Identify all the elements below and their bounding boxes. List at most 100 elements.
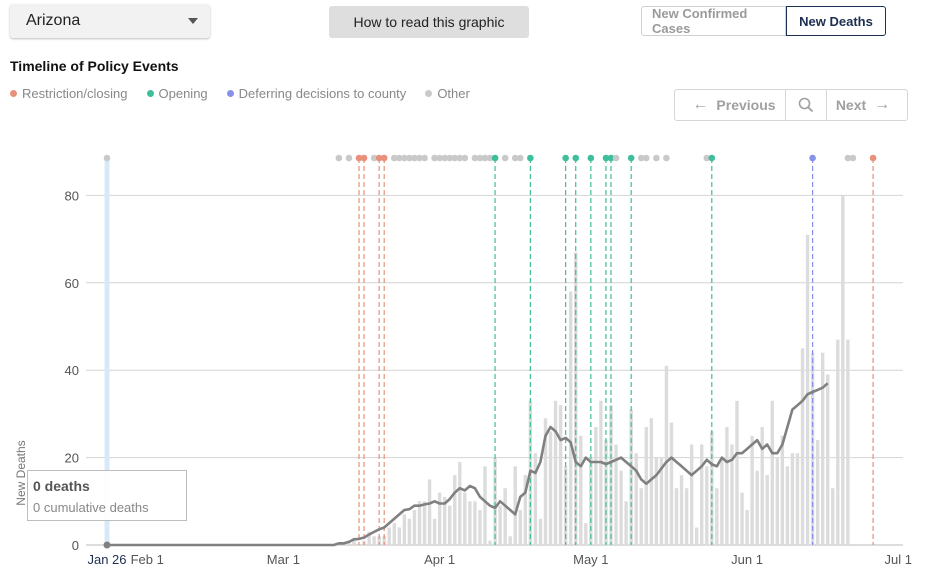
search-button[interactable] xyxy=(786,90,827,120)
x-tick-label: Jan 26 xyxy=(87,552,126,567)
y-tick-label-40: 40 xyxy=(65,363,79,378)
bar xyxy=(458,461,462,545)
y-axis-ticks: 0 20 40 60 80 xyxy=(65,188,79,553)
bar xyxy=(634,453,638,545)
x-axis-ticks: Feb 1 Mar 1 Apr 1 May 1 Jun 1 Jul 1 Jan 26 xyxy=(85,551,912,569)
event-dot-other xyxy=(390,154,398,162)
bar xyxy=(548,431,553,545)
bar xyxy=(846,339,850,545)
event-dot-other xyxy=(501,154,509,162)
bar xyxy=(473,501,477,545)
bar xyxy=(518,510,522,545)
date-highlight xyxy=(104,158,110,545)
event-dot-other xyxy=(849,154,857,162)
event-dot-other xyxy=(481,154,489,162)
bar xyxy=(820,352,825,545)
bar xyxy=(740,492,744,545)
event-dot-other xyxy=(486,154,494,162)
hover-tooltip: 0 deaths 0 cumulative deaths xyxy=(27,470,187,521)
bar xyxy=(498,505,502,545)
bar xyxy=(407,518,412,545)
next-label: Next xyxy=(835,97,867,113)
bar xyxy=(483,466,487,545)
event-dot-other xyxy=(451,154,459,162)
bar xyxy=(815,440,820,545)
event-dot-other xyxy=(663,154,670,162)
bar xyxy=(639,488,643,545)
bar xyxy=(463,492,467,545)
bar xyxy=(538,518,543,545)
bar xyxy=(478,510,482,545)
highlight-point xyxy=(103,541,111,549)
legend-label-opening: Opening xyxy=(158,86,208,101)
how-to-read-button[interactable]: How to read this graphic xyxy=(329,6,529,38)
legend-label-deferring: Deferring decisions to county xyxy=(238,86,407,101)
bar xyxy=(609,405,613,545)
y-tick-label-20: 20 xyxy=(65,451,79,466)
event-dot-other xyxy=(637,154,645,162)
bar xyxy=(730,444,734,545)
bar xyxy=(402,514,407,545)
y-tick-label-80: 80 xyxy=(65,188,79,203)
new-confirmed-cases-button[interactable]: New Confirmed Cases xyxy=(641,6,786,36)
bar xyxy=(352,540,356,545)
timeline-pager: ← Previous Next → xyxy=(674,89,908,121)
x-tick-label: Feb 1 xyxy=(131,552,164,567)
x-tick-label: Mar 1 xyxy=(267,552,300,567)
bar xyxy=(377,536,381,545)
bar xyxy=(432,518,437,545)
bar xyxy=(543,418,548,545)
previous-label: Previous xyxy=(716,97,776,113)
bar xyxy=(715,488,719,545)
legend-label-other: Other xyxy=(437,86,470,101)
event-dot-other xyxy=(461,154,469,162)
next-button[interactable]: Next → xyxy=(827,90,907,120)
event-dot-other xyxy=(436,154,443,162)
event-dot-other xyxy=(511,154,519,162)
previous-button[interactable]: ← Previous xyxy=(675,90,786,120)
bar xyxy=(372,536,376,545)
bar xyxy=(448,505,452,545)
legend-item-deferring: Deferring decisions to county xyxy=(226,86,407,101)
legend-label-restriction: Restriction/closing xyxy=(22,86,128,101)
y-tick-label-0: 0 xyxy=(72,538,79,553)
event-dot-deferring xyxy=(809,154,816,162)
event-dot-other xyxy=(431,154,438,162)
bar xyxy=(669,422,674,545)
event-dot-restriction xyxy=(355,154,363,162)
legend-dot-other xyxy=(425,90,433,97)
bar xyxy=(649,418,654,545)
bar xyxy=(468,501,472,545)
event-dot-other xyxy=(476,154,484,162)
bar xyxy=(508,536,512,545)
highlight-band xyxy=(104,158,110,545)
event-dot-other xyxy=(456,154,464,162)
event-dot-opening xyxy=(572,154,580,162)
state-select[interactable]: Arizona xyxy=(10,4,210,38)
event-dot-other xyxy=(406,154,413,162)
event-dot-opening xyxy=(627,154,635,162)
event-dot-other xyxy=(335,154,343,162)
bar xyxy=(720,457,724,545)
bar xyxy=(584,523,588,545)
event-dot-opening xyxy=(607,154,615,162)
event-dot-restriction xyxy=(380,154,388,162)
event-dot-other xyxy=(471,154,479,162)
event-dot-other xyxy=(370,154,378,162)
event-dot-other xyxy=(411,154,418,162)
event-dot-restriction xyxy=(375,154,383,162)
policy-event-lines xyxy=(358,158,874,545)
event-dot-opening xyxy=(708,154,716,162)
bar xyxy=(705,466,709,545)
legend-dot-opening xyxy=(146,90,154,97)
event-dot-other xyxy=(612,154,620,162)
bar xyxy=(437,492,442,545)
event-dot-restriction xyxy=(360,154,368,162)
bar xyxy=(427,479,432,545)
bar xyxy=(397,527,402,545)
bar xyxy=(790,453,795,545)
x-tick-highlight-bg xyxy=(85,551,129,569)
event-dot-opening xyxy=(587,154,595,162)
event-dot-opening xyxy=(491,154,499,162)
new-deaths-button[interactable]: New Deaths xyxy=(786,6,886,36)
